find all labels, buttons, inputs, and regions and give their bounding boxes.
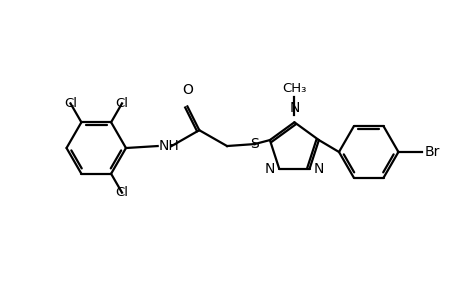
Text: N: N: [264, 162, 274, 176]
Text: O: O: [182, 83, 192, 98]
Text: NH: NH: [158, 139, 179, 153]
Text: S: S: [250, 137, 258, 151]
Text: Br: Br: [423, 145, 439, 159]
Text: Cl: Cl: [115, 186, 128, 199]
Text: CH₃: CH₃: [282, 82, 306, 94]
Text: N: N: [289, 101, 299, 115]
Text: N: N: [313, 162, 323, 176]
Text: Cl: Cl: [64, 97, 77, 110]
Text: Cl: Cl: [115, 97, 128, 110]
